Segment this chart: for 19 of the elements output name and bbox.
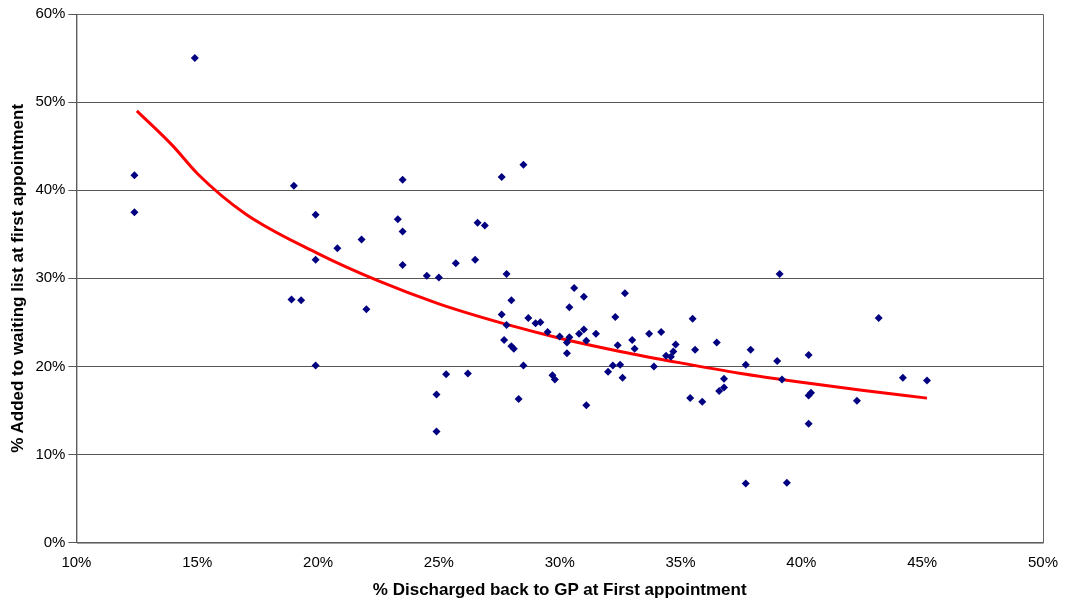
- y-axis-title: % Added to waiting list at first appointment: [7, 103, 27, 453]
- y-tick-label: 60%: [35, 4, 66, 22]
- y-tick-label: 30%: [35, 268, 66, 286]
- line-series: [135, 109, 929, 400]
- y-tick-label: 20%: [35, 356, 66, 374]
- x-tick-label: 50%: [1027, 552, 1059, 570]
- x-tick-label: 15%: [182, 552, 213, 570]
- x-tick-label: 20%: [303, 552, 334, 570]
- x-axis-title: % Discharged back to GP at First appointment: [372, 580, 747, 600]
- x-tick-label: 35%: [665, 552, 696, 570]
- y-tick-label: 10%: [35, 444, 66, 462]
- y-tick-label: 40%: [35, 180, 66, 198]
- x-tick-label: 40%: [786, 552, 817, 570]
- x-tick-label: 25%: [423, 552, 454, 570]
- x-tick-label: 10%: [61, 552, 92, 570]
- y-tick-label: 0%: [43, 532, 66, 550]
- x-tick-label: 45%: [907, 552, 938, 570]
- y-tick-label: 50%: [35, 92, 66, 110]
- x-tick-label: 30%: [544, 552, 575, 570]
